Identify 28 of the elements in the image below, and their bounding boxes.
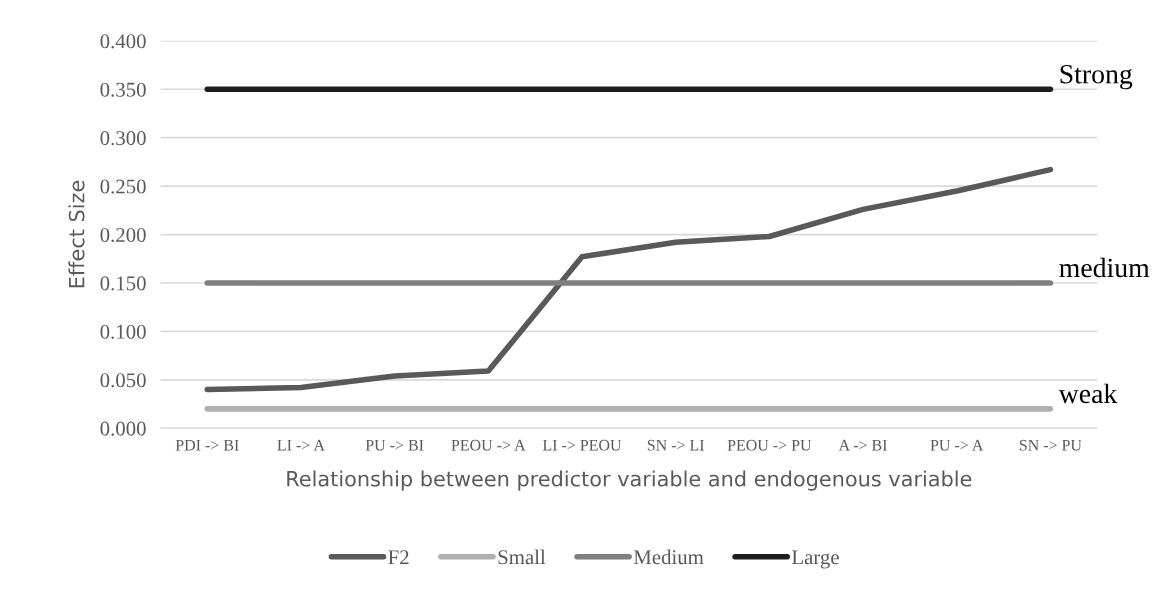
- y-tick-label: 0.050: [100, 373, 146, 388]
- y-tick-label: 0.200: [100, 227, 146, 243]
- x-tick-label: SN -> PU: [1019, 439, 1082, 451]
- x-tick-label: LI -> A: [277, 439, 325, 451]
- annotation: weak: [1058, 383, 1118, 404]
- x-tick-label: PEOU -> PU: [727, 439, 812, 451]
- legend-label: Medium: [633, 549, 704, 565]
- x-tick-label: PU -> A: [930, 439, 984, 451]
- legend-label: Large: [791, 550, 839, 569]
- legend-label: Small: [498, 549, 546, 565]
- y-axis-title: Effect Size: [68, 180, 85, 288]
- y-tick-label: 0.000: [100, 421, 146, 436]
- y-tick-label: 0.300: [100, 131, 146, 146]
- x-tick-label: SN -> LI: [647, 439, 705, 451]
- x-tick-label: PDI -> BI: [175, 439, 239, 451]
- y-tick-label: 0.400: [100, 34, 146, 49]
- annotation: Strong: [1060, 64, 1133, 90]
- y-tick-label: 0.250: [100, 179, 146, 194]
- x-axis-title: Relationship between predictor variable and endogenous variable: [287, 470, 972, 491]
- x-tick-label: LI -> PEOU: [542, 439, 622, 451]
- x-tick-label: PEOU -> A: [451, 439, 526, 451]
- y-tick-label: 0.350: [100, 82, 146, 97]
- y-tick-label: 0.100: [100, 324, 146, 339]
- annotation: medium: [1059, 257, 1150, 278]
- x-tick-label: PU -> BI: [365, 439, 424, 451]
- x-tick-label: A -> BI: [838, 439, 887, 451]
- y-tick-label: 0.150: [100, 276, 146, 291]
- legend-label: F2: [388, 550, 409, 565]
